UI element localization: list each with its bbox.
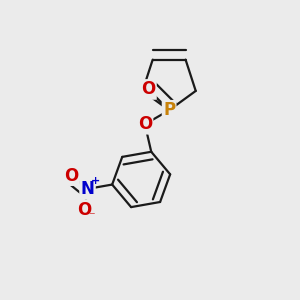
Text: P: P — [163, 101, 175, 119]
Text: +: + — [91, 176, 100, 186]
Text: O: O — [141, 80, 155, 98]
Text: ⁻: ⁻ — [88, 210, 95, 224]
Text: O: O — [64, 167, 79, 185]
Text: N: N — [81, 180, 94, 198]
Text: O: O — [138, 115, 152, 133]
Text: O: O — [77, 200, 92, 218]
